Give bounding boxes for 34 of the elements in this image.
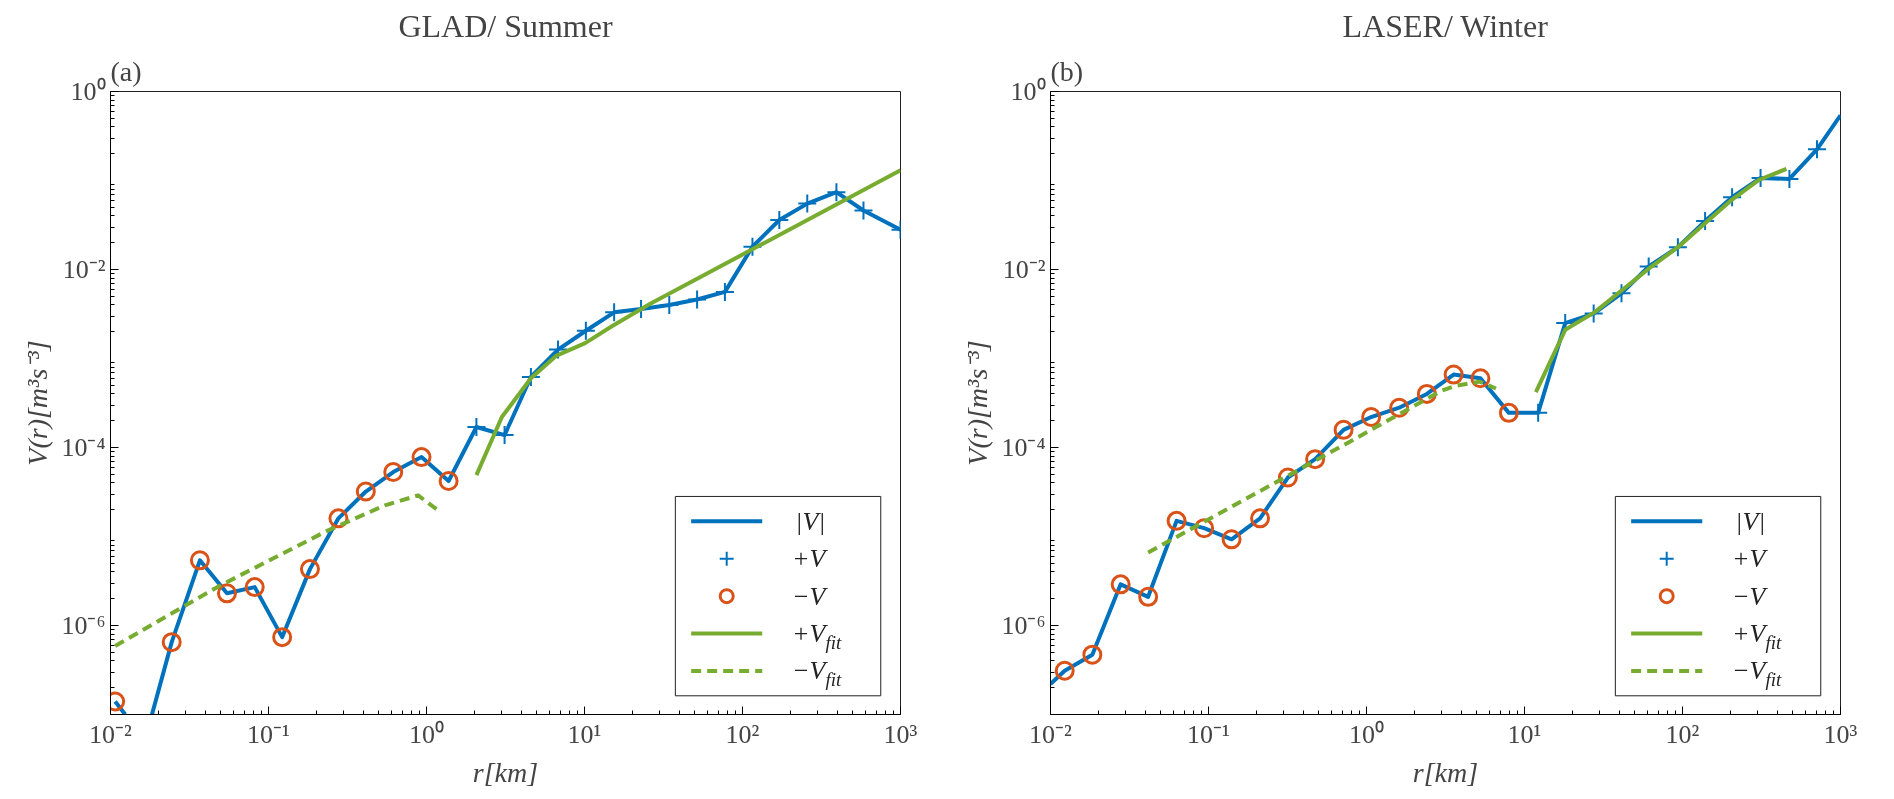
y-tick-label: 10⁻²	[62, 255, 106, 284]
x-tick-label: 10⁻¹	[1187, 719, 1230, 749]
x-axis-title: r[km]	[472, 756, 539, 788]
x-tick-label: 10³	[1823, 719, 1858, 749]
y-tick-label: 10⁰	[1010, 77, 1046, 106]
y-tick-label: 10⁻⁴	[1001, 433, 1046, 462]
x-tick-label: 10³	[883, 719, 918, 749]
x-tick-label: 10²	[725, 719, 760, 749]
y-axis-title: V(r)[m³s⁻³]	[962, 340, 994, 466]
legend-label: −V	[792, 581, 829, 611]
y-tick-label: 10⁻²	[1002, 255, 1046, 284]
x-tick-label: 10¹	[1507, 719, 1542, 749]
x-tick-label: 10²	[1665, 719, 1700, 749]
x-tick-label: 10⁻²	[1029, 719, 1073, 749]
text: (a)	[110, 55, 142, 87]
y-axis-title: V(r)[m³s⁻³]	[22, 340, 54, 466]
legend-label: |V|	[795, 506, 826, 536]
legend-label: |V|	[1735, 506, 1766, 536]
x-tick-label: 10⁻¹	[247, 719, 290, 749]
x-tick-label: 10¹	[567, 719, 602, 749]
legend-label: −V	[1732, 581, 1769, 611]
chart-title: GLAD/ Summer	[398, 7, 613, 44]
x-axis-title: r[km]	[1412, 756, 1479, 788]
legend-label: +V	[1732, 544, 1769, 574]
y-tick-label: 10⁻⁴	[61, 433, 106, 462]
legend-label: +V	[792, 544, 829, 574]
text: (b)	[1050, 55, 1084, 87]
x-tick-label: 10⁻²	[89, 719, 133, 749]
x-tick-label: 10⁰	[1349, 719, 1384, 749]
y-tick-label: 10⁰	[70, 77, 106, 106]
y-tick-label: 10⁻⁶	[61, 611, 106, 640]
chart-title: LASER/ Winter	[1342, 7, 1549, 44]
x-tick-label: 10⁰	[409, 719, 444, 749]
y-tick-label: 10⁻⁶	[1001, 611, 1046, 640]
